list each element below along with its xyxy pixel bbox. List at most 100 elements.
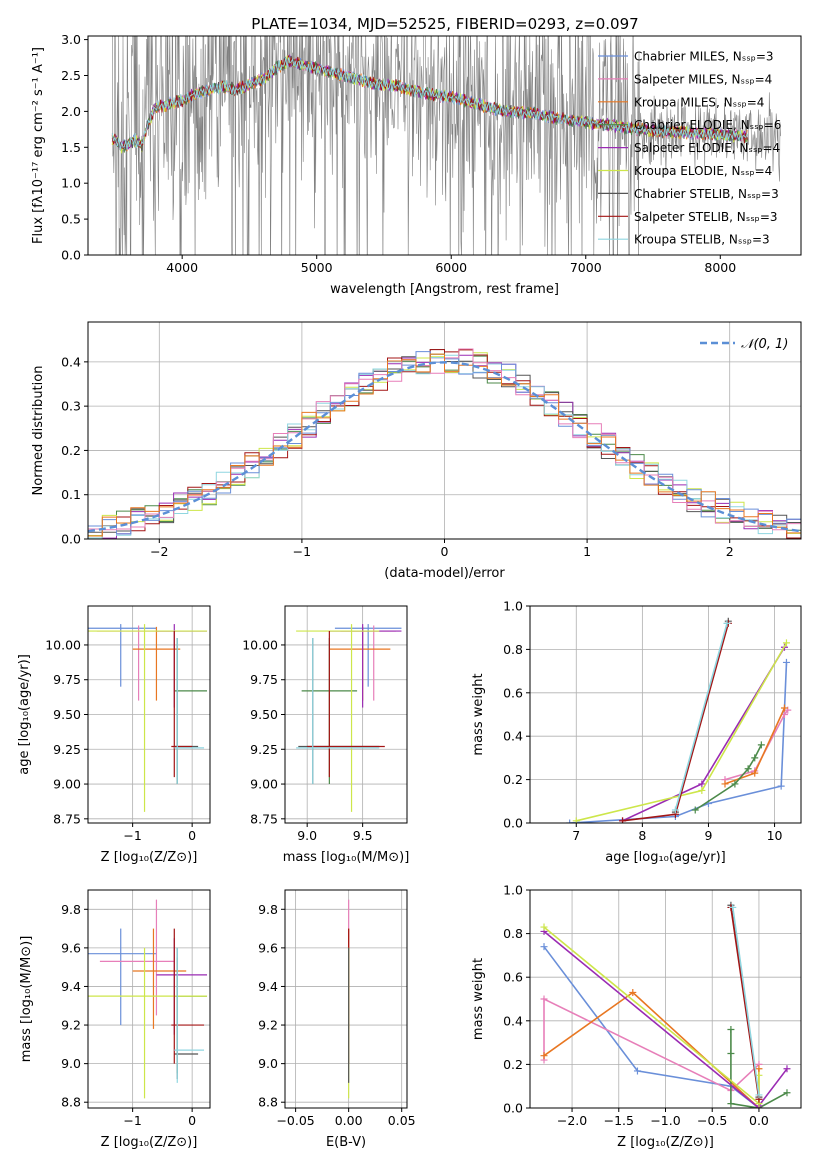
mass-vs-Z-panel: −1 0 8.8 9.0 9.2 9.4 9.6 9.8 Z [log₁₀(Z/Z⊙)] mass…	[19, 889, 211, 1150]
point-kroupa-miles	[329, 626, 391, 701]
x-tick-label-3: −0.5	[697, 1113, 727, 1128]
legend-label-kroupa-stelib: Kroupa STELIB, Nₛₛₚ=3	[634, 233, 770, 247]
point-kroupa-stelib	[174, 947, 205, 1083]
weight-marker-chabrier-miles-4	[782, 658, 790, 666]
weight-marker-chabrier-miles-0	[566, 819, 574, 823]
normal-distribution-curve	[88, 361, 801, 533]
weight-vs-Z-panel: −2.0 −1.5 −1.0 −0.5 0.0 0.0 0.2 0.4 0.6 0.8 1.0 Z […	[471, 883, 802, 1150]
x-tick-label-0: −2.0	[557, 1113, 587, 1128]
age-vs-Z-panel: −1 0 8.75 9.00 9.25 9.50 9.75 10.00 Z [log₁₀(Z/Z…	[17, 605, 211, 865]
axes-frame	[87, 889, 211, 1109]
y-tick-label-2: 9.25	[250, 742, 278, 757]
y-tick-label-4: 0.8	[503, 642, 523, 657]
y-axis-label: mass [log₁₀(M/M⊙)]	[19, 936, 34, 1063]
y-tick-label-3: 1.5	[61, 140, 81, 155]
y-tick-label-3: 9.50	[250, 707, 278, 722]
x-tick-label-1: 5000	[301, 260, 333, 275]
y-tick-label-2: 9.2	[61, 1018, 81, 1033]
plot-area	[566, 617, 792, 823]
point-salpeter-stelib	[307, 631, 385, 778]
y-tick-label-1: 9.00	[53, 777, 81, 792]
x-axis-label: mass [log₁₀(M/M⊙)]	[283, 850, 410, 865]
weight-marker-chabrier-miles-0	[540, 943, 548, 951]
y-tick-label-0: 8.75	[53, 811, 81, 826]
legend-label-chabrier-elodie: Chabrier ELODIE, Nₛₛₚ=6	[634, 118, 781, 132]
x-tick-label-1: −1.5	[604, 1113, 634, 1128]
y-tick-label-3: 0.3	[61, 399, 81, 414]
x-tick-label-1: 8	[638, 828, 646, 843]
y-tick-label-5: 10.00	[45, 637, 81, 652]
spectrum-panel: 4000 5000 6000 7000 8000 0.0 0.5 1.0 1.5 2.0 2.5 3.…	[31, 32, 802, 297]
weight-marker-chabrier-elodie-2	[727, 1100, 735, 1108]
point-chabrier-elodie	[174, 637, 208, 785]
y-tick-label-5: 1.0	[503, 599, 523, 614]
weight-marker-salpeter-elodie-1	[698, 780, 706, 788]
y-tick-label-5: 1.0	[503, 883, 523, 898]
y-tick-label-1: 0.2	[503, 772, 523, 787]
x-tick-label-4: 8000	[704, 260, 736, 275]
y-tick-label-0: 8.75	[250, 811, 278, 826]
y-tick-label-3: 9.50	[53, 707, 81, 722]
x-tick-label-0: −2	[150, 544, 168, 559]
y-tick-label-4: 0.8	[503, 926, 523, 941]
x-tick-label-1: 0	[188, 1113, 196, 1128]
point-salpeter-stelib	[171, 631, 193, 778]
y-tick-label-1: 0.5	[61, 212, 81, 227]
point-chabrier-miles	[88, 624, 157, 687]
y-tick-label-1: 0.1	[61, 487, 81, 502]
weight-line-chabrier-miles	[543, 946, 760, 1108]
point-salpeter-miles	[96, 625, 175, 701]
weight-marker-kroupa-miles-0	[721, 780, 729, 788]
axes-frame	[529, 605, 802, 824]
y-tick-label-2: 0.4	[503, 1013, 523, 1028]
plot-area	[88, 348, 801, 539]
weight-marker-chabrier-miles-1	[633, 1067, 641, 1075]
y-tick-label-5: 2.5	[61, 68, 81, 83]
x-tick-label-3: 7000	[570, 260, 602, 275]
weight-marker-chabrier-elodie-3	[751, 754, 759, 762]
weight-marker-chabrier-elodie-2	[744, 765, 752, 773]
weight-marker-kroupa-elodie-0	[572, 817, 580, 823]
legend-label-normal: 𝒩(0, 1)	[741, 337, 788, 352]
weight-marker-kroupa-stelib-0	[671, 806, 679, 814]
point-kroupa-elodie	[88, 624, 208, 812]
x-axis-label: wavelength [Angstrom, rest frame]	[330, 282, 559, 297]
y-axis-label: age [log₁₀(age/yr)]	[17, 654, 32, 775]
weight-line-salpeter-miles	[724, 709, 789, 781]
weight-line-kroupa-stelib	[674, 623, 728, 811]
weight-line-salpeter-stelib	[730, 907, 760, 1100]
weight-marker-kroupa-miles-3	[755, 1065, 763, 1073]
axes-frame	[284, 889, 408, 1109]
y-tick-label-2: 1.0	[61, 176, 81, 191]
y-tick-label-0: 0.0	[61, 532, 81, 547]
legend-label-salpeter-miles: Salpeter MILES, Nₛₛₚ=4	[634, 72, 772, 86]
y-tick-label-2: 9.25	[53, 742, 81, 757]
point-kroupa-stelib	[296, 637, 380, 785]
spectrum-legend: Chabrier MILES, Nₛₛₚ=3 Salpeter MILES, Nₛ…	[598, 50, 781, 247]
legend-label-chabrier-stelib: Chabrier STELIB, Nₛₛₚ=3	[634, 187, 779, 201]
mass-vs-ebv-panel: −0.05 0.00 0.05 8.8 9.0 9.2 9.4 9.6 9.8 E(B-V)	[258, 889, 416, 1150]
y-tick-label-4: 9.6	[258, 940, 278, 955]
y-tick-label-5: 9.8	[258, 902, 278, 917]
x-axis-label: (data-model)/error	[384, 566, 505, 581]
plot-area	[111, 36, 781, 255]
point-kroupa-miles	[132, 928, 187, 1029]
y-tick-label-1: 9.00	[250, 777, 278, 792]
y-tick-label-5: 10.00	[242, 637, 278, 652]
y-axis-label: Flux [fλ10⁻¹⁷ erg cm⁻² s⁻¹ A⁻¹]	[31, 47, 46, 244]
x-tick-label-0: 9.0	[297, 828, 317, 843]
legend-label-kroupa-elodie: Kroupa ELODIE, Nₛₛₚ=4	[634, 164, 772, 178]
x-tick-label-1: −1	[293, 544, 311, 559]
legend-label-chabrier-miles: Chabrier MILES, Nₛₛₚ=3	[634, 50, 774, 64]
plot-area	[88, 624, 208, 812]
model-spectrum-kroupa-stelib	[111, 57, 748, 151]
y-axis-label: Normed distribution	[31, 366, 46, 496]
point-chabrier-stelib	[298, 637, 380, 785]
x-tick-label-1: 0.00	[335, 1113, 363, 1128]
weight-marker-chabrier-miles-3	[777, 782, 785, 790]
weight-line-kroupa-miles	[543, 991, 760, 1108]
weight-line-kroupa-stelib	[732, 907, 760, 1096]
legend-label-salpeter-elodie: Salpeter ELODIE, Nₛₛₚ=4	[634, 141, 780, 155]
y-tick-label-1: 0.2	[503, 1057, 523, 1072]
y-tick-label-3: 9.4	[61, 979, 81, 994]
